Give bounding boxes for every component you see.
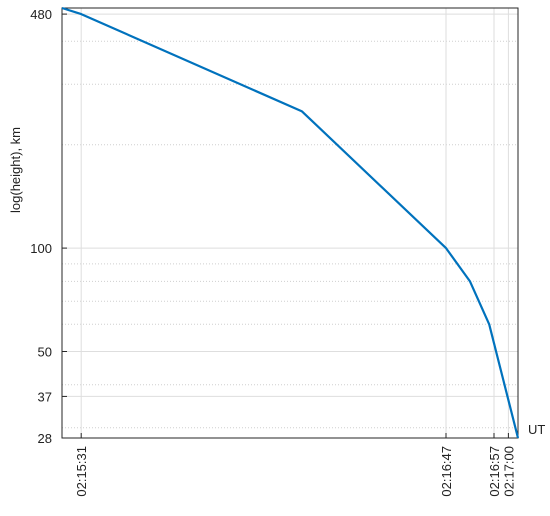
x-axis-ticks: 02:15:31 02:16:47 02:16:57 02:17:00 [74,433,516,497]
plot-background [62,8,518,438]
x-axis-label: UT [528,422,545,437]
y-tick-label: 37 [38,389,52,404]
grid [62,8,518,439]
x-tick-label: 02:16:57 [487,446,502,497]
y-axis-ticks: 28 37 50 100 480 [30,7,67,446]
y-tick-label: 480 [30,7,52,22]
y-tick-label: 100 [30,241,52,256]
series-layer [61,6,520,439]
x-tick-label: 02:17:00 [501,446,516,497]
y-tick-label: 50 [38,345,52,360]
x-tick-label: 02:16:47 [439,446,454,497]
x-tick-label: 02:15:31 [74,446,89,497]
y-axis-label: log(height), km [8,127,23,213]
height-series-line [61,6,520,439]
plot-frame [61,7,519,439]
y-tick-label: 28 [38,431,52,446]
